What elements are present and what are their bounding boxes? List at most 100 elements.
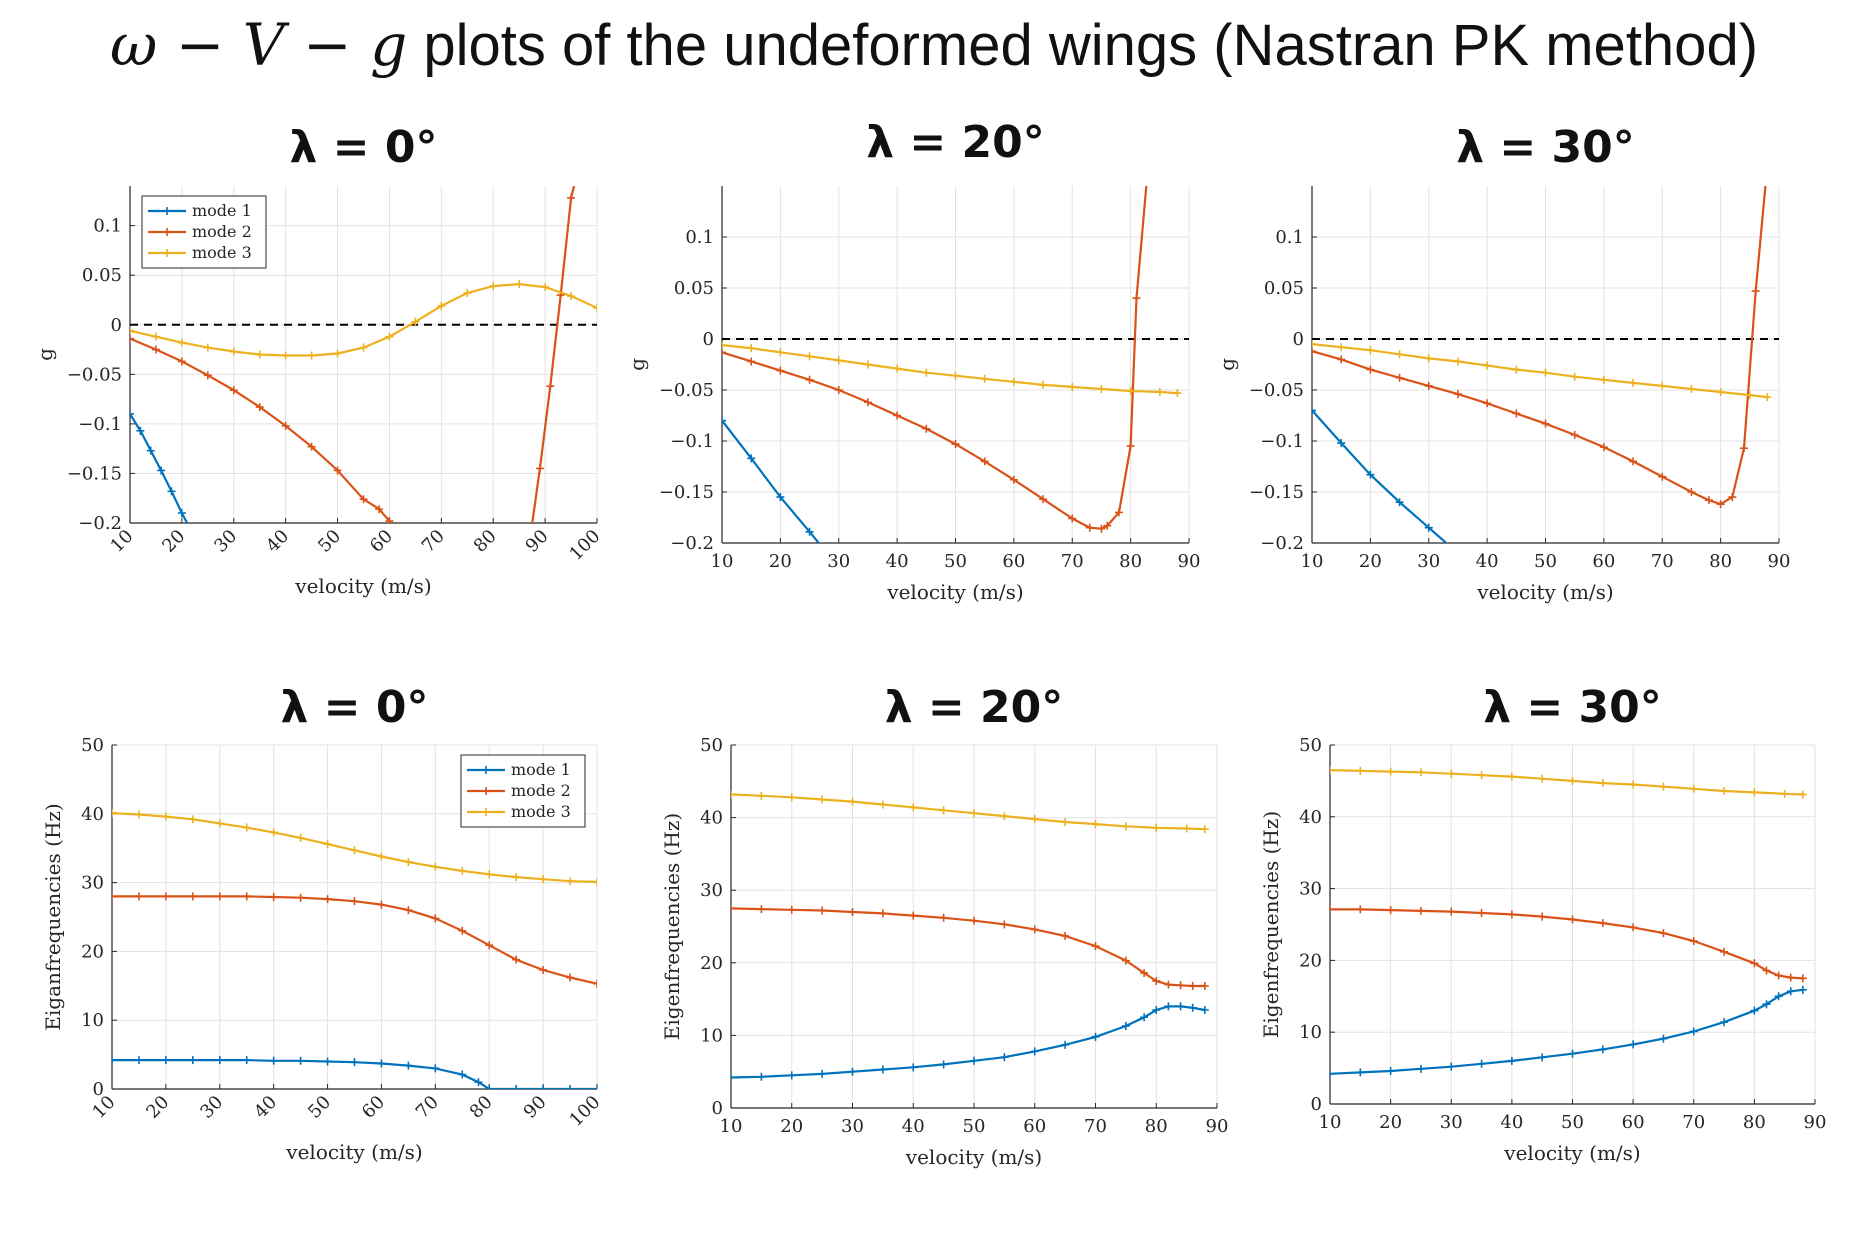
data-point-mode-2 — [1424, 381, 1433, 390]
data-point-mode-1 — [776, 493, 785, 502]
data-point-mode-3 — [731, 790, 735, 799]
data-point-mode-3 — [203, 343, 212, 352]
data-point-mode-3 — [1780, 789, 1789, 798]
x-tick-label: 80 — [1743, 1112, 1766, 1133]
y-tick-label: −0.15 — [1249, 482, 1304, 503]
series-mode-1 — [722, 416, 821, 543]
data-point-mode-3 — [1366, 346, 1375, 355]
data-point-mode-2 — [458, 926, 467, 935]
series-line-mode-2 — [722, 186, 1148, 530]
data-point-mode-1 — [1164, 1002, 1173, 1011]
data-point-mode-3 — [242, 823, 251, 832]
data-point-mode-1 — [566, 1085, 575, 1089]
y-tick-label: 0 — [712, 1098, 723, 1119]
y-tick-label: −0.05 — [659, 380, 714, 401]
data-point-mode-3 — [1424, 354, 1433, 363]
data-point-mode-1 — [269, 1056, 278, 1065]
data-point-mode-3 — [151, 332, 160, 341]
y-tick-label: 40 — [700, 808, 723, 829]
data-point-mode-3 — [485, 870, 494, 879]
y-tick-label: 0.1 — [1275, 227, 1304, 248]
data-point-mode-3 — [593, 877, 597, 886]
series-line-mode-3 — [722, 344, 1178, 395]
x-axis-label: velocity (m/s) — [905, 1145, 1042, 1169]
series-line-mode-2 — [1330, 908, 1803, 980]
data-point-mode-2 — [1763, 162, 1771, 170]
data-point-mode-2 — [385, 517, 394, 523]
y-tick-label: 0 — [1311, 1094, 1322, 1115]
data-point-mode-2 — [333, 466, 342, 475]
data-point-mode-3 — [1173, 389, 1182, 398]
data-point-mode-2 — [1774, 971, 1783, 980]
data-point-mode-3 — [805, 352, 814, 361]
x-axis-label: velocity (m/s) — [294, 574, 431, 598]
data-point-mode-2 — [1568, 915, 1577, 924]
x-tick-label: 90 — [522, 526, 553, 557]
data-point-mode-3 — [411, 317, 420, 326]
data-point-mode-1 — [1762, 1000, 1771, 1009]
y-tick-label: 0.05 — [1264, 278, 1304, 299]
data-point-mode-2 — [1068, 514, 1077, 523]
data-point-mode-3 — [1356, 766, 1365, 775]
data-point-mode-1 — [1312, 406, 1316, 415]
data-point-mode-2 — [1704, 496, 1713, 505]
plot-area — [130, 186, 597, 523]
data-point-mode-3 — [1541, 368, 1550, 377]
y-tick-label: −0.1 — [1260, 431, 1304, 452]
data-point-mode-2 — [485, 941, 494, 950]
x-tick-label: 60 — [366, 526, 397, 557]
data-point-mode-2 — [980, 457, 989, 466]
data-point-mode-3 — [1097, 384, 1106, 393]
legend-marker-mode-3 — [163, 249, 171, 257]
data-point-mode-1 — [1659, 1034, 1668, 1043]
data-point-mode-2 — [1009, 475, 1018, 484]
x-tick-label: 40 — [250, 1092, 281, 1123]
x-tick-label: 90 — [520, 1092, 551, 1123]
data-point-mode-3 — [567, 292, 576, 301]
y-tick-label: 0 — [1293, 329, 1304, 350]
data-point-mode-3 — [951, 371, 960, 380]
data-point-mode-3 — [296, 833, 305, 842]
data-point-mode-3 — [458, 866, 467, 875]
series-line-mode-2 — [112, 895, 597, 985]
series-line-mode-1 — [731, 1005, 1205, 1079]
data-point-mode-1 — [157, 466, 166, 475]
data-point-mode-1 — [1568, 1049, 1577, 1058]
y-axis-label: Eigenfrequencies (Hz) — [660, 813, 684, 1040]
data-point-mode-2 — [1176, 981, 1185, 990]
data-point-mode-2 — [307, 442, 316, 451]
x-tick-label: 90 — [1178, 551, 1201, 572]
y-tick-label: 0.1 — [685, 227, 714, 248]
chart-title: λ = 20° — [866, 117, 1045, 168]
data-point-mode-3 — [1598, 779, 1607, 788]
data-point-mode-3 — [776, 348, 785, 357]
data-point-mode-1 — [350, 1058, 359, 1067]
data-point-mode-3 — [1039, 380, 1048, 389]
x-tick-label: 80 — [1119, 551, 1142, 572]
data-point-mode-1 — [1140, 1013, 1149, 1022]
data-point-mode-2 — [1728, 493, 1737, 502]
y-tick-label: 40 — [1299, 807, 1322, 828]
data-point-mode-1 — [431, 1064, 440, 1073]
data-point-mode-3 — [1330, 766, 1334, 775]
x-tick-label: 90 — [1768, 551, 1791, 572]
series-mode-1 — [1312, 406, 1448, 543]
data-point-mode-3 — [893, 364, 902, 373]
series-mode-2 — [130, 186, 576, 523]
data-point-mode-1 — [1061, 1040, 1070, 1049]
data-point-mode-2 — [1097, 524, 1106, 533]
x-tick-label: 50 — [1561, 1112, 1584, 1133]
data-point-mode-2 — [512, 955, 521, 964]
series-line-mode-2 — [731, 907, 1205, 988]
slide-title-text: plots of the undeformed wings (Nastran P… — [407, 13, 1759, 78]
data-point-mode-1 — [1356, 1068, 1365, 1077]
legend-label-mode-1: mode 1 — [511, 760, 571, 779]
data-point-mode-2 — [242, 892, 251, 901]
data-point-mode-3 — [489, 282, 498, 291]
data-point-mode-1 — [818, 1069, 827, 1078]
data-point-mode-2 — [1312, 347, 1316, 356]
data-point-mode-1 — [1386, 1066, 1395, 1075]
legend-label-mode-1: mode 1 — [192, 201, 252, 220]
data-point-mode-1 — [747, 454, 756, 463]
plot-area — [731, 790, 1209, 1082]
